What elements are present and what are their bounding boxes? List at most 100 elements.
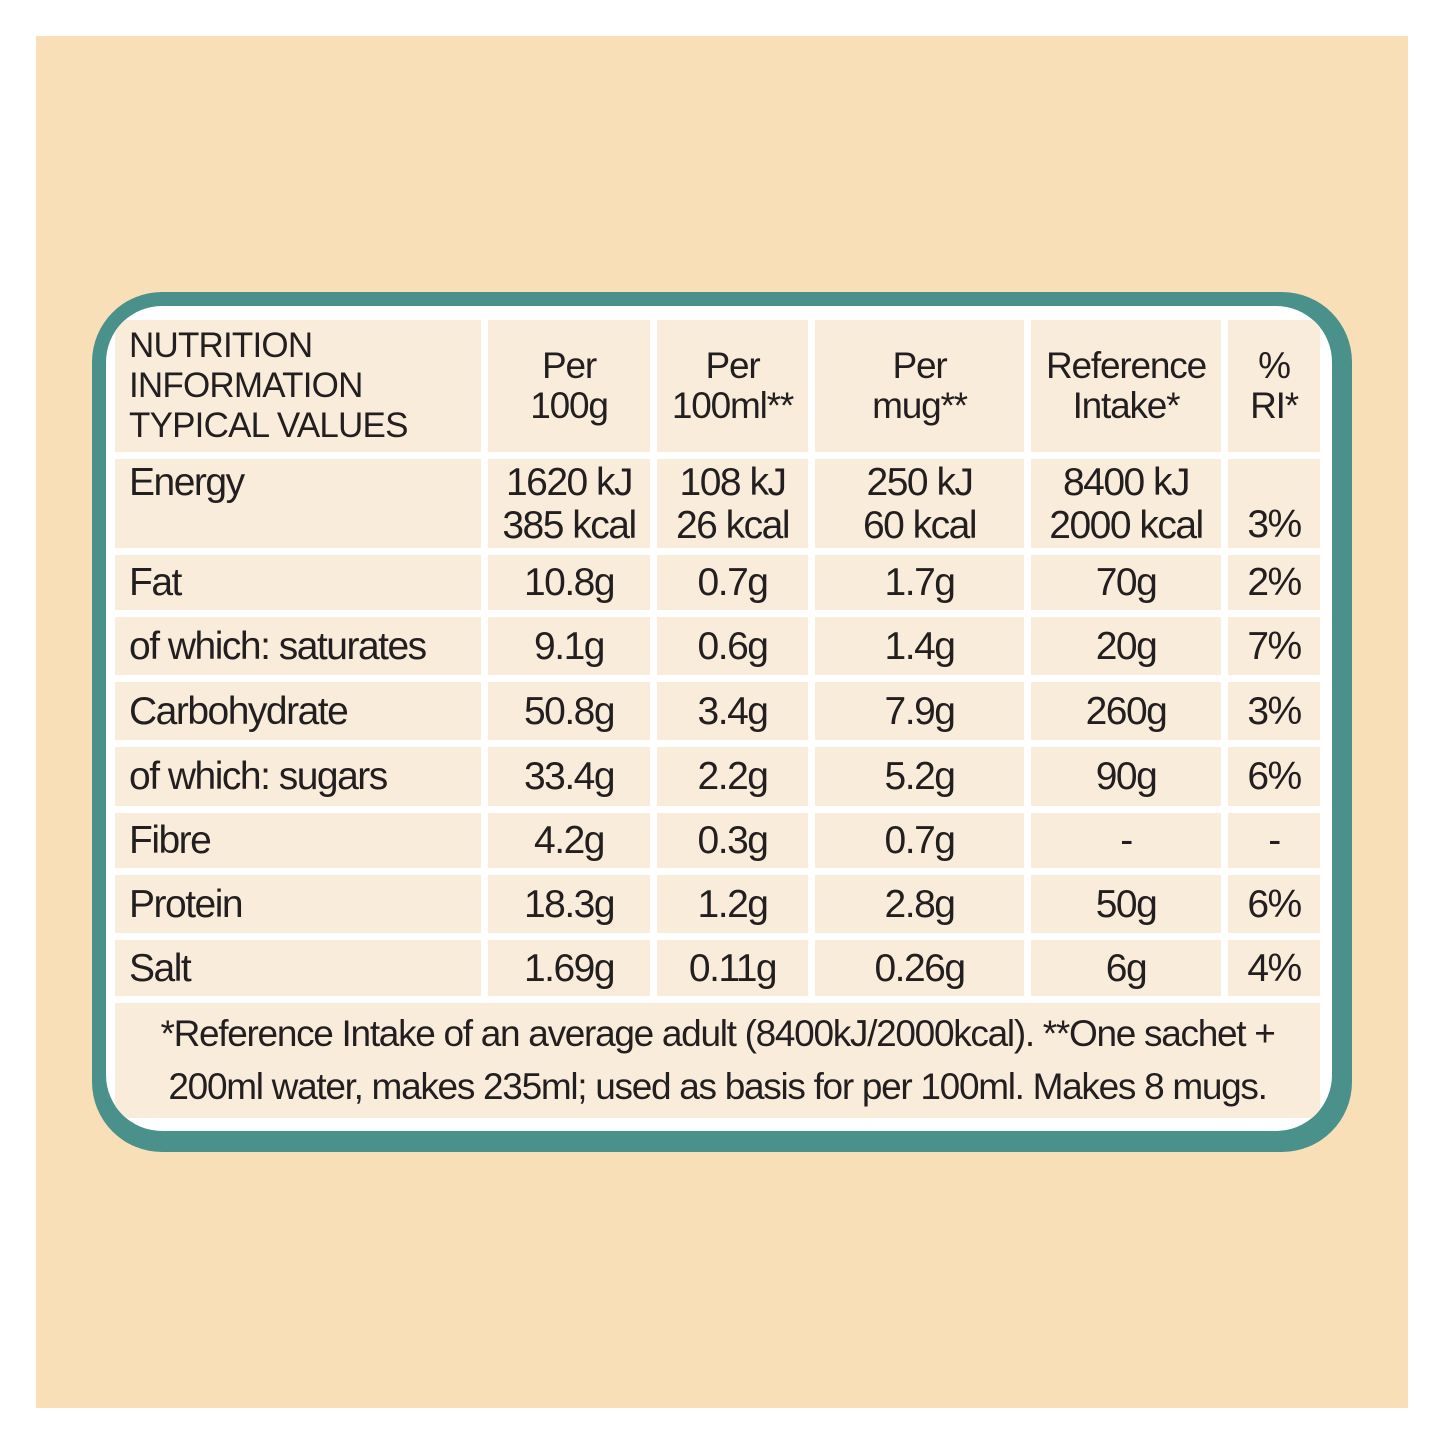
table-cell: 50g [1031, 875, 1221, 933]
cell-value: 4.2g [534, 819, 605, 862]
header-line: Per [705, 345, 761, 386]
table-cell: 2% [1228, 555, 1320, 610]
table-cell: 33.4g [488, 747, 650, 806]
table-cell: 0.11g [657, 940, 808, 996]
nutrition-table: NUTRITION INFORMATION TYPICAL VALUES Per… [115, 320, 1320, 996]
table-cell: 1.7g [815, 555, 1024, 610]
energy-value: 1620 kJ 385 kcal [488, 459, 650, 548]
cell-value: 7.9g [884, 689, 956, 733]
cell-value: 4% [1247, 946, 1302, 990]
table-cell: 1.2g [657, 875, 808, 933]
column-header: Per mug** [815, 320, 1024, 452]
header-line: 100ml** [671, 385, 794, 426]
row-label: of which: sugars [115, 747, 481, 806]
row-label: Fibre [115, 813, 481, 868]
cell-value: 20g [1095, 624, 1158, 668]
title-line: TYPICAL VALUES [129, 406, 408, 445]
cell-value: 18.3g [523, 882, 616, 926]
cell-value: 0.11g [688, 946, 778, 990]
cell-value: 3.4g [697, 689, 769, 733]
header-line: 100g [530, 385, 609, 426]
cell-value: 10.8g [523, 561, 616, 604]
row-label-text: Fibre [129, 819, 212, 862]
energy-kcal: 2000 kcal [1049, 503, 1204, 547]
title-line: NUTRITION [129, 326, 313, 365]
column-header: Per 100g [488, 320, 650, 452]
header-line: Per [542, 345, 597, 386]
table-cell: - [1228, 813, 1320, 868]
energy-kcal: 26 kcal [675, 503, 791, 547]
header-line: % [1258, 345, 1291, 386]
energy-kj: 8400 kJ [1062, 460, 1191, 504]
row-label: Energy [115, 459, 481, 548]
cell-value: 2% [1247, 561, 1302, 604]
cell-value: 6% [1247, 882, 1302, 926]
row-label: Carbohydrate [115, 682, 481, 740]
row-label-text: Energy [129, 461, 245, 504]
energy-kcal: 385 kcal [502, 503, 637, 547]
row-label-text: Carbohydrate [129, 689, 349, 733]
column-header: % RI* [1228, 320, 1320, 452]
cell-value: 3% [1247, 689, 1302, 733]
cell-value: 70g [1095, 561, 1158, 604]
energy-ri: 3% [1228, 459, 1320, 548]
table-cell: 0.3g [657, 813, 808, 868]
table-cell: 9.1g [488, 617, 650, 675]
energy-value: 8400 kJ 2000 kcal [1031, 459, 1221, 548]
cell-value: 9.1g [534, 624, 605, 668]
header-line: mug** [872, 385, 968, 426]
energy-kj: 250 kJ [866, 460, 974, 504]
cell-value: 0.7g [884, 819, 956, 862]
header-line: Per [892, 345, 948, 386]
footnote: *Reference Intake of an average adult (8… [115, 1003, 1320, 1118]
table-cell: 1.69g [488, 940, 650, 996]
energy-kcal: 60 kcal [862, 503, 978, 547]
cell-value: 0.3g [697, 819, 769, 862]
table-cell: 18.3g [488, 875, 650, 933]
table-cell: 0.6g [657, 617, 808, 675]
cell-value: 260g [1085, 689, 1168, 733]
cell-value: 7% [1247, 624, 1302, 668]
row-label: of which: saturates [115, 617, 481, 675]
table-cell: 2.2g [657, 747, 808, 806]
table-cell: 90g [1031, 747, 1221, 806]
footnote-line: *Reference Intake of an average adult (8… [160, 1013, 1275, 1054]
table-cell: 1.4g [815, 617, 1024, 675]
column-header: Per 100ml** [657, 320, 808, 452]
table-cell: 20g [1031, 617, 1221, 675]
cell-value: 2.8g [884, 882, 956, 926]
table-title: NUTRITION INFORMATION TYPICAL VALUES [115, 320, 481, 452]
cell-value: 0.7g [697, 561, 769, 604]
cell-value: 6g [1105, 946, 1148, 990]
row-label: Protein [115, 875, 481, 933]
table-cell: 3.4g [657, 682, 808, 740]
row-label-text: Salt [129, 946, 192, 990]
table-cell: 4.2g [488, 813, 650, 868]
cell-value: - [1120, 819, 1133, 862]
table-cell: 0.26g [815, 940, 1024, 996]
table-cell: 0.7g [815, 813, 1024, 868]
cell-value: 2.2g [697, 755, 769, 798]
cell-value: 90g [1095, 755, 1158, 798]
energy-kj: 108 kJ [679, 460, 787, 504]
table-cell: 0.7g [657, 555, 808, 610]
energy-value: 250 kJ 60 kcal [815, 459, 1024, 548]
header-line: Intake* [1072, 385, 1181, 426]
table-cell: - [1031, 813, 1221, 868]
title-line: INFORMATION [129, 366, 363, 405]
table-cell: 6% [1228, 875, 1320, 933]
cell-value: 0.26g [874, 946, 966, 990]
table-cell: 70g [1031, 555, 1221, 610]
row-label: Salt [115, 940, 481, 996]
row-label-text: Fat [129, 561, 182, 604]
energy-kj: 1620 kJ [505, 460, 634, 504]
ri-value: 3% [1247, 503, 1302, 546]
table-cell: 260g [1031, 682, 1221, 740]
cell-value: 50.8g [523, 689, 616, 733]
cell-value: 1.7g [884, 561, 956, 604]
table-cell: 3% [1228, 682, 1320, 740]
cell-value: 1.69g [523, 946, 616, 990]
row-label-text: Protein [129, 882, 244, 926]
row-label-text: of which: saturates [129, 624, 427, 668]
cell-value: 0.6g [697, 624, 769, 668]
